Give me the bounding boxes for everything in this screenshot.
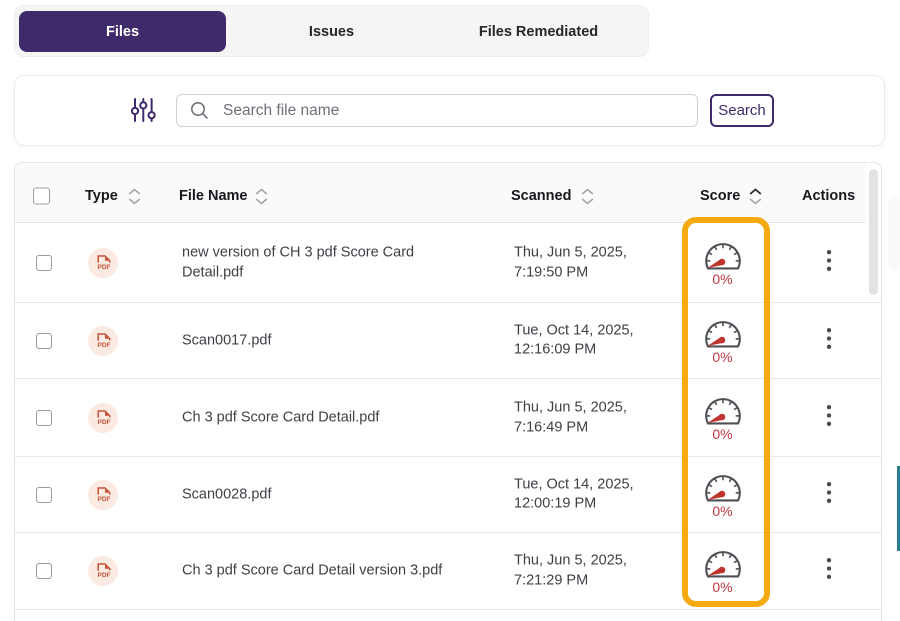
svg-text:PDF: PDF [98, 419, 111, 426]
svg-text:PDF: PDF [98, 342, 111, 349]
svg-text:PDF: PDF [98, 496, 111, 503]
svg-text:PDF: PDF [98, 572, 111, 579]
svg-text:PDF: PDF [98, 264, 111, 271]
